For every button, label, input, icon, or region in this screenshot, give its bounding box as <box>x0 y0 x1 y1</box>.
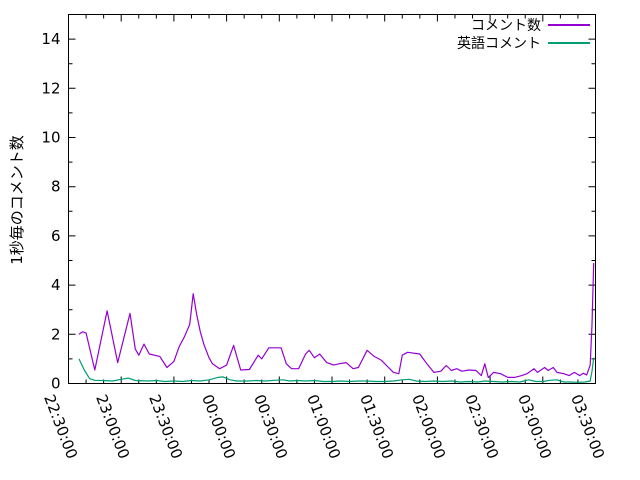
y-tick-label: 14 <box>41 30 60 48</box>
legend-item-comment-count: コメント数 <box>457 17 590 34</box>
legend-line-sample-green <box>548 41 590 44</box>
legend-line-sample-purple <box>548 23 590 26</box>
y-tick-label: 2 <box>51 325 61 343</box>
legend-label-comment-count: コメント数 <box>471 17 541 34</box>
y-tick-label: 4 <box>51 276 61 294</box>
legend-label-english-comment: 英語コメント <box>457 35 541 52</box>
y-tick-label: 12 <box>41 79 60 97</box>
series-line-0 <box>78 262 595 379</box>
y-tick-label: 0 <box>51 375 61 393</box>
legend-item-english-comment: 英語コメント <box>457 35 590 52</box>
y-tick-label: 10 <box>41 129 60 147</box>
y-axis-title: 1秒毎のコメント数 <box>8 135 26 265</box>
series-line-1 <box>78 357 595 383</box>
y-tick-label: 6 <box>51 227 61 245</box>
chart-legend: コメント数 英語コメント <box>457 17 590 52</box>
y-tick-label: 8 <box>51 178 61 196</box>
